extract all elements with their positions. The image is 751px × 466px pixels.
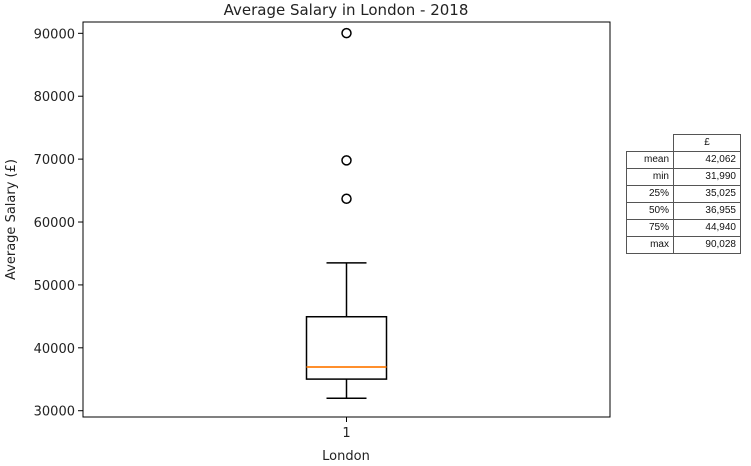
stats-value: 90,028	[673, 236, 741, 254]
stats-row-25: 25% 35,025	[626, 185, 741, 203]
outlier-point	[341, 155, 352, 166]
stats-value: 35,025	[673, 185, 741, 203]
stats-label: max	[626, 236, 674, 254]
stats-row-max: max 90,028	[626, 236, 741, 254]
outlier-point	[341, 27, 352, 39]
stats-label: mean	[626, 151, 674, 169]
x-axis-label: London	[322, 449, 370, 464]
chart-title: Average Salary in London - 2018	[224, 1, 469, 19]
stats-value: 44,940	[673, 219, 741, 237]
stats-value: 42,062	[673, 151, 741, 169]
stats-row-mean: mean 42,062	[626, 151, 741, 169]
y-tick-label: 60000	[34, 216, 75, 231]
x-tick-label: 1	[342, 426, 350, 441]
y-tick-label: 70000	[34, 153, 75, 168]
stats-value: 31,990	[673, 168, 741, 186]
stats-label: 75%	[626, 219, 674, 237]
stats-row-75: 75% 44,940	[626, 219, 741, 237]
stats-label: 50%	[626, 202, 674, 220]
stats-label: min	[626, 168, 674, 186]
x-axis: 1	[342, 417, 351, 441]
plot-frame	[82, 21, 611, 418]
stats-label: 25%	[626, 185, 674, 203]
stats-header-currency: £	[673, 134, 741, 152]
stats-header-row: £	[627, 134, 741, 152]
y-tick-label: 50000	[34, 279, 75, 294]
y-axis: 30000 40000 50000 60000 70000 80000 90000	[34, 27, 83, 420]
stats-row-50: 50% 36,955	[626, 202, 741, 220]
y-axis-label: Average Salary (£)	[4, 159, 19, 280]
outlier-point	[341, 193, 352, 204]
stats-header-blank	[627, 135, 674, 152]
y-tick-label: 80000	[34, 90, 75, 105]
y-tick-label: 30000	[34, 405, 75, 420]
y-tick-label: 40000	[34, 342, 75, 357]
summary-stats-table: £ mean 42,062 min 31,990 25% 35,025 50% …	[626, 134, 741, 254]
stats-row-min: min 31,990	[626, 168, 741, 186]
iqr-box	[305, 315, 388, 380]
stats-value: 36,955	[673, 202, 741, 220]
y-tick-label: 90000	[34, 27, 75, 42]
box-group	[305, 27, 388, 399]
